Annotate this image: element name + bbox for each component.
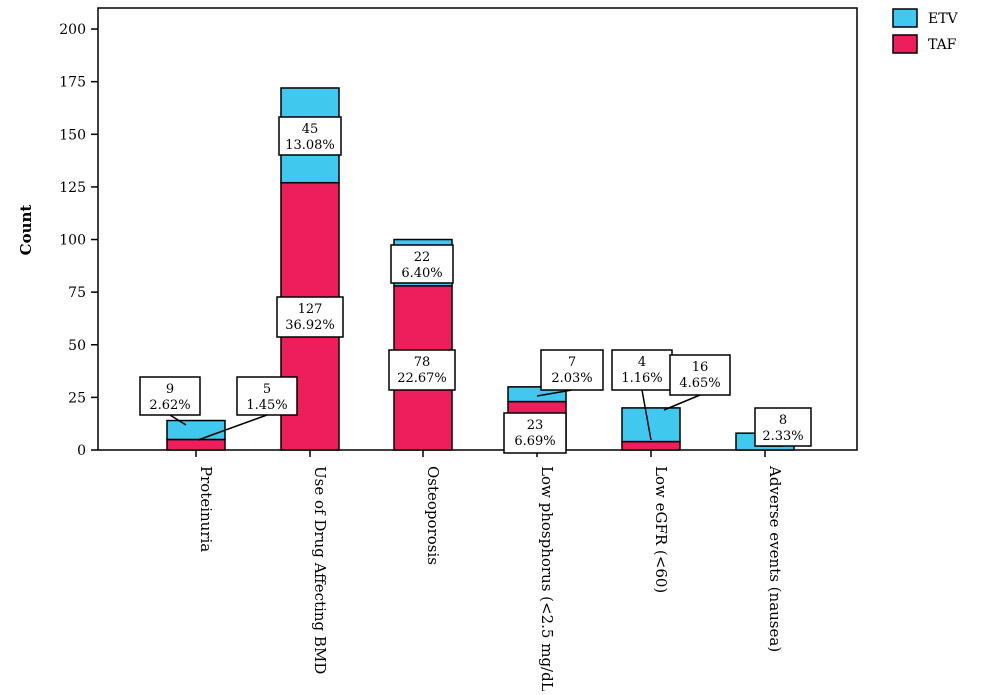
category-label: Proteinuria: [197, 466, 215, 552]
callout-box: [276, 296, 344, 338]
callout-count: 78: [414, 355, 431, 370]
callout-box: [278, 116, 342, 156]
callout-leader-line: [536, 389, 573, 397]
callout-box: [139, 376, 201, 416]
callout-percent: 2.62%: [149, 398, 190, 413]
callout-percent: 13.08%: [285, 138, 335, 153]
callout-count: 8: [779, 413, 787, 428]
y-tick-label: 150: [59, 127, 86, 143]
data-label-callout: 41.16%: [611, 349, 673, 441]
data-label-callout: 72.03%: [536, 349, 604, 397]
y-tick-label: 75: [68, 285, 86, 301]
legend-label-taf: TAF: [928, 37, 957, 53]
y-axis-label: Count: [17, 205, 35, 256]
plot-frame: [97, 7, 858, 451]
legend-swatch-etv: [892, 8, 918, 28]
callout-percent: 6.40%: [401, 266, 442, 281]
data-label-callout: 92.62%: [139, 376, 201, 426]
y-tick-label: 125: [59, 180, 86, 196]
callout-percent: 1.16%: [621, 371, 662, 386]
y-tick-label: 175: [59, 75, 86, 91]
legend-swatch-taf: [892, 34, 918, 54]
callout-percent: 6.69%: [514, 434, 555, 449]
callout-leader-line: [169, 414, 187, 426]
y-tick-label: 25: [68, 390, 86, 406]
category-label: Osteoporosis: [424, 466, 442, 565]
category-label: Adverse events (nausea): [766, 465, 784, 652]
callout-percent: 2.03%: [551, 371, 592, 386]
y-tick-label: 200: [59, 22, 86, 38]
callout-count: 127: [298, 302, 323, 317]
category-label: Use of Drug Affecting BMD: [311, 466, 329, 674]
y-tick-label: 0: [77, 443, 86, 459]
callout-count: 23: [527, 418, 544, 433]
data-label-callout: 226.40%: [390, 244, 454, 284]
callout-percent: 4.65%: [679, 376, 720, 391]
bar-etv: [166, 419, 226, 441]
callout-leader-line: [663, 394, 701, 411]
callout-box: [236, 376, 298, 416]
callout-count: 22: [414, 250, 431, 265]
legend: ETV TAF: [892, 8, 959, 54]
callout-count: 45: [302, 122, 319, 137]
category-label: Low eGFR (<60): [652, 466, 670, 593]
callout-box: [503, 412, 567, 454]
callout-box: [754, 407, 812, 447]
category-label: Low phosphorus (<2.5 mg/dL): [538, 466, 556, 691]
data-label-callout: 51.45%: [197, 376, 298, 441]
callout-box: [611, 349, 673, 391]
callout-box: [540, 349, 604, 391]
callout-percent: 22.67%: [397, 371, 447, 386]
bar-taf: [621, 440, 681, 451]
callout-leader-line: [641, 389, 652, 441]
callout-leader-line: [197, 414, 268, 441]
y-tick-label: 100: [59, 233, 86, 249]
legend-label-etv: ETV: [928, 11, 959, 27]
callout-count: 9: [166, 382, 174, 397]
callout-box: [669, 354, 731, 396]
callout-box: [390, 244, 454, 284]
data-label-callout: 82.33%: [754, 407, 812, 447]
callout-count: 16: [692, 360, 709, 375]
data-label-callout: 236.69%: [503, 412, 567, 454]
bar-taf: [166, 438, 226, 451]
callout-percent: 2.33%: [762, 429, 803, 444]
callout-count: 5: [263, 382, 271, 397]
callout-count: 4: [638, 355, 646, 370]
callout-box: [388, 349, 456, 391]
data-label-callout: 164.65%: [663, 354, 731, 411]
callout-count: 7: [568, 355, 576, 370]
callout-percent: 36.92%: [285, 318, 335, 333]
y-tick-label: 50: [68, 338, 86, 354]
callout-percent: 1.45%: [246, 398, 287, 413]
